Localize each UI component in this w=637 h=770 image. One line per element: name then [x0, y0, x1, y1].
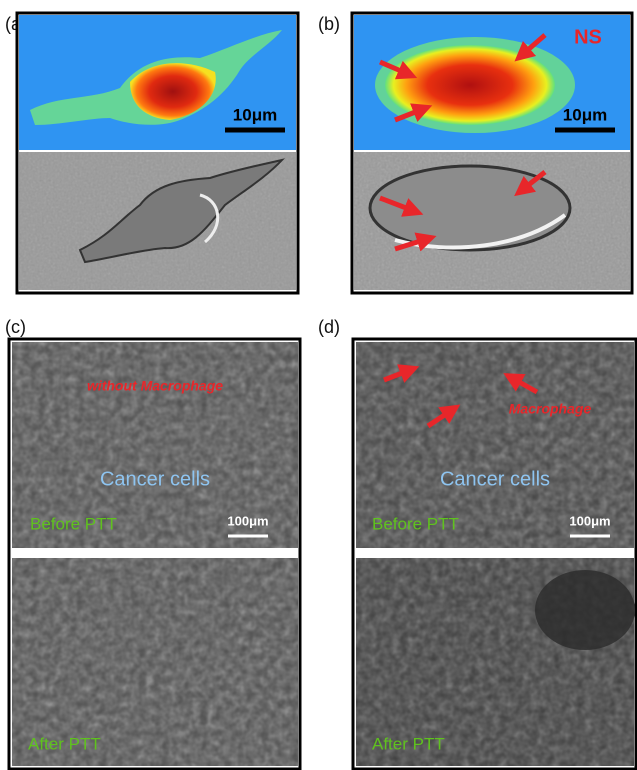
panel-label: (d): [318, 317, 340, 337]
figure: (a) (b) (c) (d) 10μm NS 10μm: [0, 0, 637, 770]
panel-label: (c): [5, 317, 26, 337]
scale-bar-label: 10μm: [563, 105, 607, 124]
center-label: Cancer cells: [440, 468, 550, 490]
annotation: Macrophage: [509, 401, 592, 417]
center-label: Cancer cells: [100, 468, 210, 490]
scale-bar-label: 100μm: [227, 513, 268, 528]
panel-a: 10μm: [17, 13, 298, 293]
caption: Before PTT: [372, 514, 459, 533]
annotation: without Macrophage: [87, 378, 223, 394]
scale-bar-label: 100μm: [569, 513, 610, 528]
caption: After PTT: [28, 734, 101, 753]
caption: After PTT: [372, 734, 445, 753]
panel-d: Macrophage Cancer cells Before PTT 100μm…: [353, 339, 636, 769]
annotation: NS: [574, 26, 602, 48]
panel-b: NS 10μm: [352, 13, 632, 293]
caption: Before PTT: [30, 514, 117, 533]
panel-label: (b): [318, 14, 340, 34]
panel-c: without Macrophage Cancer cells Before P…: [9, 339, 300, 769]
scale-bar-label: 10μm: [233, 105, 277, 124]
